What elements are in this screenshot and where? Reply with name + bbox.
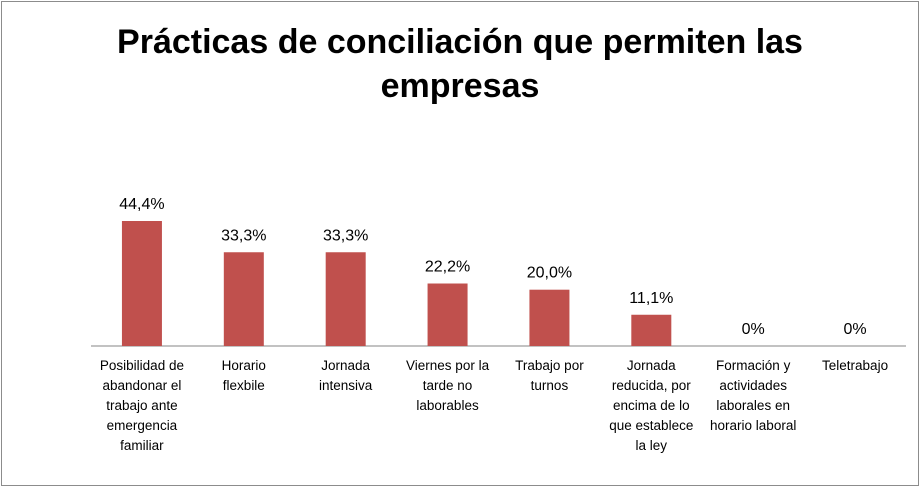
data-label: 33,3% (323, 227, 368, 244)
category-label-line: familiar (120, 438, 164, 453)
category-label-line: que establece (609, 418, 693, 433)
category-label-line: emergencia (107, 418, 178, 433)
data-label: 0% (844, 321, 867, 338)
category-label: Jornada reducida, por encima de lo que esta… (609, 358, 693, 453)
category-label-line: intensiva (319, 378, 373, 393)
category-label-line: Trabajo por (515, 358, 584, 373)
bar (427, 283, 468, 346)
bar (325, 252, 366, 346)
category-label-line: Teletrabajo (822, 358, 888, 373)
category-label-line: Horario (222, 358, 266, 373)
bar (529, 289, 570, 346)
category-label: Teletrabajo (822, 358, 888, 373)
category-label: Viernes por la tarde no laborables (406, 358, 490, 413)
bar (121, 221, 162, 346)
category-label: Jornada intensiva (319, 358, 373, 393)
chart-title-line-2: empresas (380, 67, 540, 105)
category-label-line: Jornada (321, 358, 370, 373)
bar (223, 252, 264, 346)
category-label-line: actividades (719, 378, 787, 393)
category-label-line: Jornada (627, 358, 676, 373)
category-label-line: trabajo ante (106, 398, 177, 413)
category-label-line: la ley (636, 438, 668, 453)
data-label: 11,1% (629, 290, 673, 307)
category-label-line: turnos (531, 378, 569, 393)
bar (631, 314, 672, 346)
category-label-line: horario laboral (710, 418, 796, 433)
category-label: Horario flexbile (222, 358, 266, 393)
category-label-line: Viernes por la (406, 358, 490, 373)
data-label: 0% (742, 321, 765, 338)
category-label-line: abandonar el (103, 378, 182, 393)
chart-title: Prácticas de conciliación que permiten l… (0, 20, 920, 108)
category-label-line: laborales en (716, 398, 790, 413)
data-label: 44,4% (119, 196, 164, 213)
chart-title-line-1: Prácticas de conciliación que permiten l… (117, 23, 803, 61)
category-label: Formación y actividades laborales en horari… (710, 358, 796, 433)
category-label-line: tarde no (423, 378, 473, 393)
category-label-line: Posibilidad de (100, 358, 184, 373)
category-label-line: encima de lo (613, 398, 690, 413)
category-label-line: flexbile (223, 378, 265, 393)
category-label: Trabajo por turnos (515, 358, 584, 393)
data-label: 22,2% (425, 259, 470, 276)
category-label-line: Formación y (716, 358, 791, 373)
category-label-line: laborables (416, 398, 479, 413)
category-label-line: reducida, por (612, 378, 691, 393)
data-label: 20,0% (527, 265, 572, 282)
category-label: Posibilidad de abandonar el trabajo ante em… (100, 358, 184, 453)
data-label: 33,3% (221, 227, 266, 244)
